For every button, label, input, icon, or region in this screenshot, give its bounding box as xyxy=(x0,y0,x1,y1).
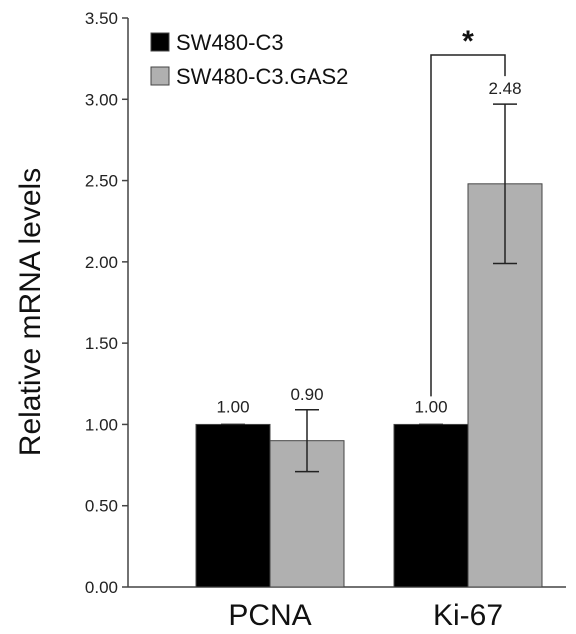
y-tick-label: 2.00 xyxy=(85,253,118,272)
data-label: 1.00 xyxy=(414,397,447,416)
legend-swatch xyxy=(150,66,170,86)
significance-label: * xyxy=(462,25,474,58)
y-axis-label: Relative mRNA levels xyxy=(14,168,47,456)
x-tick-label: Ki-67 xyxy=(433,599,503,632)
y-tick-label: 3.00 xyxy=(85,90,118,109)
legend: SW480-C3 SW480-C3.GAS2 xyxy=(150,30,348,89)
data-label: 1.00 xyxy=(216,397,249,416)
y-tick-label: 1.50 xyxy=(85,334,118,353)
y-tick-label: 2.50 xyxy=(85,172,118,191)
bar xyxy=(393,423,469,588)
y-tick-label: 0.00 xyxy=(85,578,118,597)
legend-label: SW480-C3 xyxy=(176,30,284,55)
y-tick-label: 3.50 xyxy=(85,9,118,28)
bar xyxy=(195,423,271,588)
data-label: 0.90 xyxy=(290,385,323,404)
significance-marker: * xyxy=(430,25,506,397)
data-label: 2.48 xyxy=(488,79,521,98)
legend-swatch xyxy=(150,32,170,52)
y-tick-label: 1.00 xyxy=(85,415,118,434)
axes: 0.00 0.50 1.00 1.50 2.00 2.50 3.00 3.50 PCNA Ki-6… xyxy=(85,9,566,632)
y-tick-label: 0.50 xyxy=(85,497,118,516)
x-tick-label: PCNA xyxy=(228,599,311,632)
bars xyxy=(195,103,543,588)
legend-label: SW480-C3.GAS2 xyxy=(176,64,348,89)
data-labels: 1.00 0.90 1.00 2.48 xyxy=(216,79,521,416)
significance-bracket xyxy=(430,54,506,397)
